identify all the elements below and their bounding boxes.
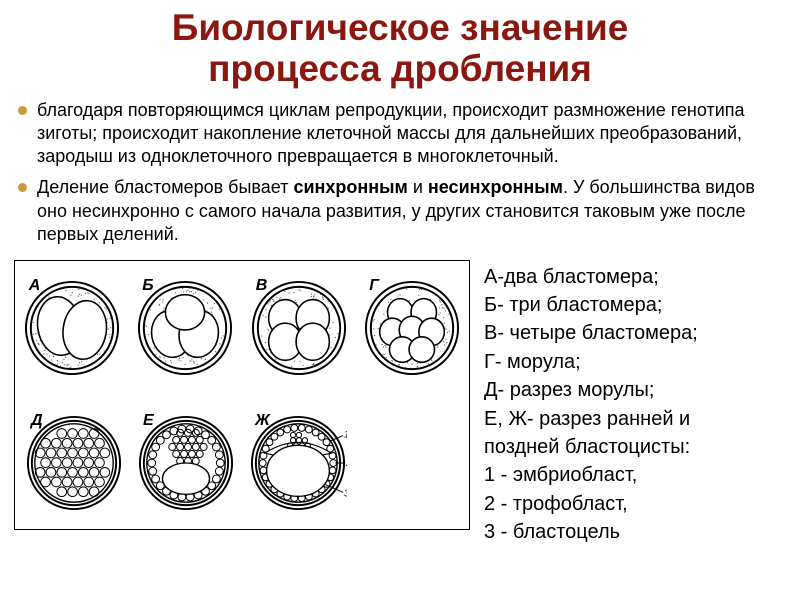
legend-line: 2 - трофобласт,: [484, 491, 786, 517]
embryo-cell: Ж 1 2 3: [249, 414, 347, 512]
legend-line: Е, Ж- разрез ранней и: [484, 406, 786, 432]
svg-text:3: 3: [344, 488, 347, 499]
cell-label: Е: [143, 412, 154, 430]
bullet-text-part: благодаря повторяющимся циклам репродукц…: [37, 100, 745, 166]
figure-row-bottom: Д Е Ж 1 2 3: [15, 396, 469, 531]
legend-line: В- четыре бластомера;: [484, 320, 786, 346]
cell-label: В: [256, 277, 268, 295]
bullet-text-part: Деление бластомеров бывает: [37, 177, 293, 197]
svg-text:1: 1: [344, 430, 347, 441]
legend-line: Д- разрез морулы;: [484, 377, 786, 403]
legend-line: Г- морула;: [484, 349, 786, 375]
figure-legend: А-два бластомера; Б- три бластомера; В- …: [484, 260, 786, 548]
bullet-item: благодаря повторяющимся циклам репродукц…: [18, 99, 782, 168]
cell-label: Ж: [255, 412, 270, 430]
legend-line: Б- три бластомера;: [484, 292, 786, 318]
embryo-cell: Б: [136, 279, 234, 377]
page-title: Биологическое значение процесса дроблени…: [0, 0, 800, 99]
cell-label: Д: [31, 412, 43, 430]
figure-and-legend: А Б В Г Д Е Ж 1 2 3 А-два бластомера; Б- три бла…: [0, 260, 800, 558]
bullet-text-bold: синхронным: [293, 177, 407, 197]
embryo-cell: Е: [137, 414, 235, 512]
bullet-text-bold: несинхронным: [428, 177, 563, 197]
embryo-cell: Г: [363, 279, 461, 377]
embryo-cell: А: [23, 279, 121, 377]
embryo-figure: А Б В Г Д Е Ж 1 2 3: [14, 260, 470, 530]
legend-line: 3 - бластоцель: [484, 519, 786, 545]
title-line-2: процесса дробления: [10, 49, 790, 90]
bullet-item: Деление бластомеров бывает синхронным и …: [18, 176, 782, 245]
embryo-cell: В: [250, 279, 348, 377]
bullet-text: Деление бластомеров бывает синхронным и …: [37, 176, 782, 245]
bullet-text-part: и: [408, 177, 428, 197]
cell-label: Б: [142, 277, 153, 295]
bullet-dot-icon: [18, 183, 27, 192]
legend-line: А-два бластомера;: [484, 264, 786, 290]
bullet-list: благодаря повторяющимся циклам репродукц…: [0, 99, 800, 259]
title-line-1: Биологическое значение: [10, 8, 790, 49]
embryo-cell: Д: [25, 414, 123, 512]
legend-line: 1 - эмбриобласт,: [484, 462, 786, 488]
figure-row-top: А Б В Г: [15, 261, 469, 396]
bullet-text: благодаря повторяющимся циклам репродукц…: [37, 99, 782, 168]
svg-text:2: 2: [345, 458, 347, 469]
cell-label: А: [29, 277, 41, 295]
legend-line: поздней бластоцисты:: [484, 434, 786, 460]
bullet-dot-icon: [18, 106, 27, 115]
cell-label: Г: [369, 277, 379, 295]
